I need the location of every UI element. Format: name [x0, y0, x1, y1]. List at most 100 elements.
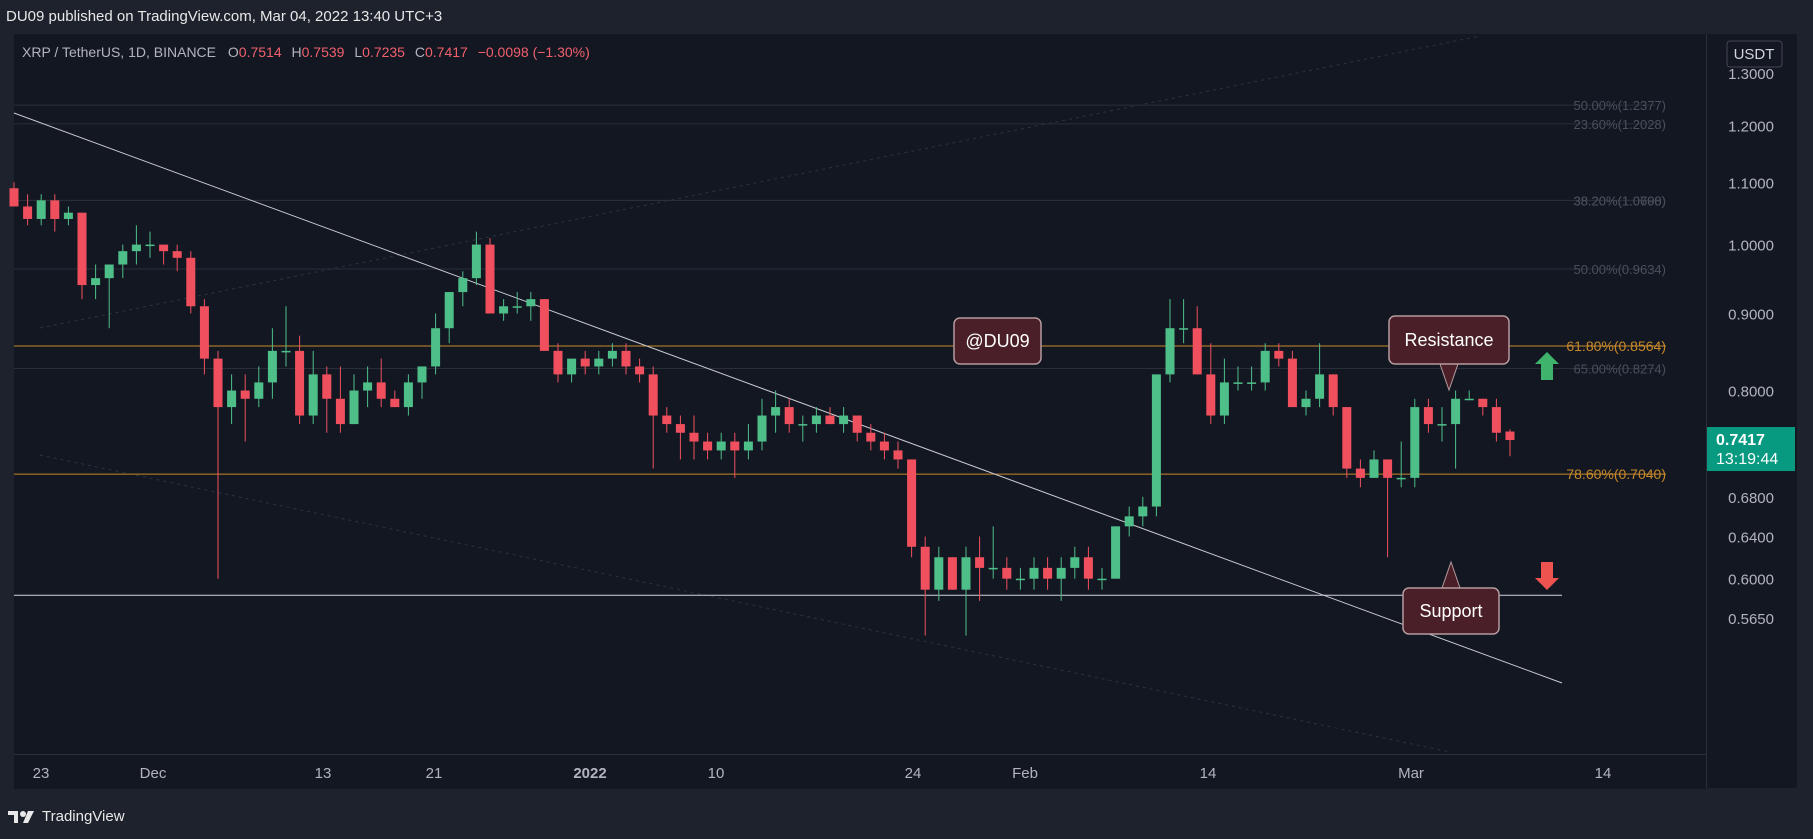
- candle-up: [267, 350, 277, 383]
- candle-down: [1287, 358, 1297, 408]
- fib-level-label: 61.80%(0.8564): [1566, 338, 1666, 354]
- candle-up: [567, 358, 577, 375]
- candle-down: [240, 390, 250, 399]
- candle-up: [607, 350, 617, 359]
- time-axis[interactable]: [14, 754, 1706, 789]
- last-price-countdown: 13:19:44: [1716, 451, 1778, 468]
- candle-down: [295, 350, 305, 416]
- descending-trendline: [13, 112, 1563, 684]
- footer: [0, 792, 1813, 839]
- candle-up: [91, 278, 101, 286]
- currency-box: [1726, 40, 1783, 68]
- candle-down: [920, 546, 930, 590]
- symbol-legend: XRP / TetherUS, 1D, BINANCE O0.7514 H0.7…: [22, 44, 590, 60]
- candle-up: [526, 299, 536, 307]
- candle-up: [36, 200, 46, 219]
- candle-down: [1083, 557, 1093, 579]
- candle-down: [1355, 468, 1365, 478]
- candle-down: [199, 306, 209, 359]
- candle-down: [213, 358, 223, 408]
- time-axis-tick: 2022: [573, 765, 606, 782]
- fib-level-label: 78.60%(0.7040): [1566, 466, 1666, 482]
- symbol-name[interactable]: XRP / TetherUS, 1D, BINANCE: [22, 44, 216, 60]
- candle-up: [499, 306, 509, 314]
- candle-up: [308, 374, 318, 416]
- candle-down: [50, 200, 60, 219]
- time-axis-tick: Feb: [1012, 765, 1038, 782]
- candle-down: [322, 374, 332, 399]
- candle-up: [444, 292, 454, 329]
- price-axis[interactable]: [1706, 34, 1797, 788]
- tradingview-brand: TradingView: [42, 808, 125, 825]
- candle-down: [675, 424, 685, 433]
- candle-up: [716, 441, 726, 451]
- candle-up: [1260, 350, 1270, 383]
- candle-up: [1179, 328, 1189, 330]
- candle-down: [186, 257, 196, 307]
- candle-up: [1111, 526, 1121, 579]
- candle-up: [1437, 424, 1447, 426]
- tradingview-logo[interactable]: TradingView: [8, 808, 125, 825]
- candle-up: [961, 557, 971, 590]
- time-axis-tick: Dec: [140, 765, 167, 782]
- high-value: 0.7539: [301, 44, 345, 60]
- candle-down: [1505, 431, 1515, 441]
- time-axis-tick: 10: [708, 765, 725, 782]
- faint-fib-label: 65.00%(0.8274): [1573, 362, 1666, 377]
- candle-up: [1097, 578, 1107, 581]
- candle-up: [1151, 374, 1161, 507]
- candle-up: [1369, 459, 1379, 478]
- currency-label: USDT: [1734, 46, 1775, 63]
- faint-channel-line: [39, 35, 1481, 329]
- candle-up: [1410, 407, 1420, 478]
- candle-up: [757, 415, 767, 442]
- last-price-value: 0.7417: [1716, 432, 1765, 449]
- candle-up: [1233, 382, 1243, 384]
- candle-down: [335, 398, 345, 425]
- watermark-callout-label: @DU09: [965, 331, 1029, 351]
- candle-up: [594, 358, 604, 367]
- price-axis-tick: 1.0000: [1728, 238, 1774, 255]
- time-axis-tick: 24: [905, 765, 922, 782]
- candle-up: [281, 350, 291, 353]
- price-axis-tick: 0.9000: [1728, 307, 1774, 324]
- candle-down: [703, 441, 713, 451]
- candle-up: [254, 382, 264, 399]
- candle-up: [417, 366, 427, 383]
- candle-up: [131, 244, 141, 252]
- candle-down: [852, 415, 862, 433]
- candle-up: [1165, 328, 1175, 375]
- candle-up: [1396, 477, 1406, 480]
- candle-up: [1070, 557, 1080, 568]
- candle-down: [907, 459, 917, 547]
- open-value: 0.7514: [238, 44, 282, 60]
- candle-up: [1056, 567, 1066, 579]
- last-price-badge: [1707, 427, 1795, 472]
- candle-down: [1274, 350, 1284, 359]
- candle-down: [172, 251, 182, 258]
- candle-up: [1247, 382, 1257, 384]
- candle-down: [9, 188, 19, 207]
- time-axis-tick: 23: [33, 765, 50, 782]
- candle-down: [635, 366, 645, 375]
- low-label: L: [354, 44, 363, 60]
- candle-down: [1383, 459, 1393, 478]
- candle-down: [1342, 407, 1352, 469]
- faint-channel-line: [39, 454, 1451, 753]
- candle-up: [811, 415, 821, 425]
- change-value: −0.0098 (−1.30%): [477, 44, 590, 60]
- resistance-callout-box: [1388, 315, 1510, 365]
- candle-up: [1124, 516, 1134, 527]
- candle-up: [1219, 382, 1229, 416]
- candle-down: [730, 441, 740, 451]
- up-arrow-icon: [1535, 352, 1559, 380]
- candle-down: [1491, 407, 1501, 433]
- candle-down: [975, 557, 985, 568]
- open-label: O: [227, 44, 239, 60]
- candle-up: [743, 441, 753, 451]
- candle-down: [1423, 407, 1433, 425]
- candle-down: [648, 374, 658, 416]
- watermark-callout-box: [953, 317, 1042, 365]
